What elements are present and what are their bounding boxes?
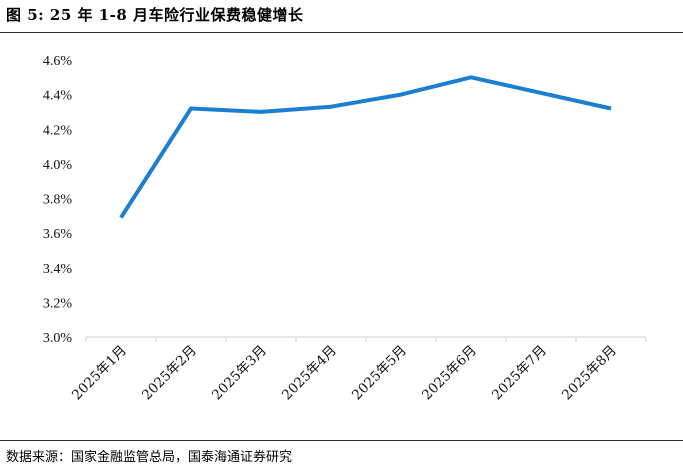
y-tick-label: 3.4% (43, 262, 73, 277)
series-line (119, 75, 612, 219)
y-tick-label: 4.2% (43, 123, 73, 138)
x-tick-label: 2025年1月 (69, 343, 130, 404)
y-tick-label: 3.0% (43, 331, 73, 346)
x-tick-label: 2025年2月 (139, 343, 200, 404)
y-tick-label: 4.6% (43, 54, 73, 69)
y-tick-label: 3.6% (43, 227, 73, 242)
x-tick-label: 2025年7月 (489, 343, 550, 404)
figure-title: 图 5: 25 年 1-8 月车险行业保费稳健增长 (6, 6, 304, 24)
x-tick-label: 2025年5月 (349, 343, 410, 404)
source-rule (0, 440, 683, 441)
y-tick-label: 3.8% (43, 193, 73, 208)
y-tick-label: 4.0% (43, 158, 73, 173)
x-tick-label: 2025年8月 (559, 343, 620, 404)
x-tick-label: 2025年6月 (419, 343, 480, 404)
y-tick-label: 4.4% (43, 89, 73, 104)
source-note: 数据来源：国家金融监管总局，国泰海通证券研究 (6, 450, 293, 465)
x-tick-label: 2025年4月 (279, 343, 340, 404)
y-tick-label: 3.2% (43, 296, 73, 311)
x-tick-label: 2025年3月 (209, 343, 270, 404)
title-rule (0, 32, 683, 33)
